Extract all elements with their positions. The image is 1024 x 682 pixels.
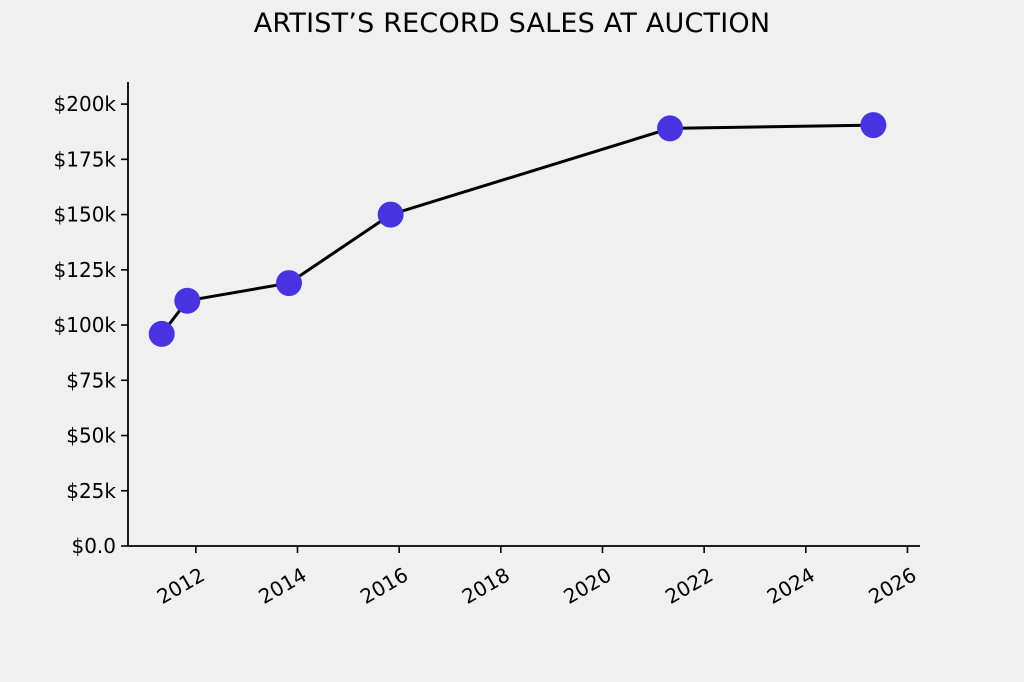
data-point [148,320,175,347]
y-tick-label: $0.0 [71,534,116,558]
data-point [377,201,404,228]
axes: $0.0 $25k $50k $75k $100k $125k $150k $175k $200… [54,82,920,609]
x-tick-label: 2016 [356,563,412,609]
data-point [275,270,302,297]
y-tick-label: $125k [54,258,117,282]
y-tick-label: $200k [54,92,117,116]
x-tick-label: 2026 [864,563,920,609]
chart-title: ARTIST’S RECORD SALES AT AUCTION [253,8,771,39]
data-point [860,112,887,139]
series-line [160,123,874,335]
y-tick-label: $75k [66,368,116,392]
data-point [174,287,201,314]
x-tick-label: 2020 [559,563,615,609]
data-point [657,115,684,142]
data-series [148,112,887,347]
y-tick-label: $175k [54,147,117,171]
y-tick-label: $50k [66,424,116,448]
x-tick-label: 2014 [254,563,310,609]
y-tick-label: $150k [54,203,117,227]
x-tick-label: 2012 [153,563,209,609]
x-tick-label: 2018 [458,563,514,609]
x-tick-label: 2022 [661,563,717,609]
y-tick-label: $100k [54,313,117,337]
y-tick-label: $25k [66,479,116,503]
x-tick-label: 2024 [763,563,819,609]
